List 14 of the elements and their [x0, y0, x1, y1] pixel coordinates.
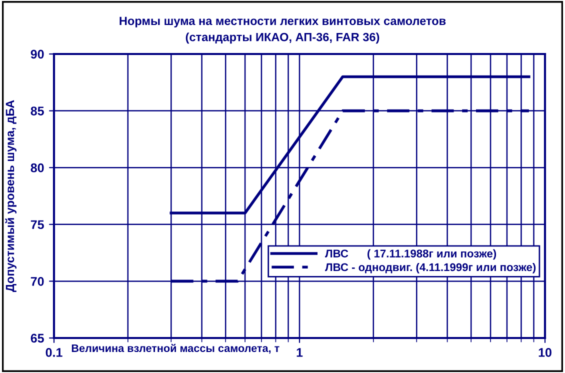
- x-axis-title: Величина взлетной массы самолета, т: [72, 344, 280, 354]
- chart-title: Нормы шума на местности легких винтовых самолетов (стандарты ИКАО, АП-36, FAR 36): [120, 16, 446, 44]
- y-axis-title: Допустимый уровень шума, дБА: [5, 100, 16, 292]
- y-tick-label: 65: [30, 334, 44, 343]
- y-tick-label: 75: [30, 220, 44, 230]
- legend-label: ЛВС - однодвиг. (4.11.1999г или позже): [325, 262, 536, 274]
- x-tick-label: 10: [538, 348, 552, 357]
- x-tick-label: 1: [296, 348, 303, 357]
- y-tick-label: 85: [30, 106, 44, 116]
- y-tick-label: 90: [30, 50, 44, 59]
- x-tick-label: 0.1: [46, 348, 62, 357]
- legend-label: ЛВС ( 17.11.1988г или позже): [325, 249, 496, 260]
- y-tick-label: 80: [30, 163, 44, 172]
- y-tick-label: 70: [30, 277, 44, 286]
